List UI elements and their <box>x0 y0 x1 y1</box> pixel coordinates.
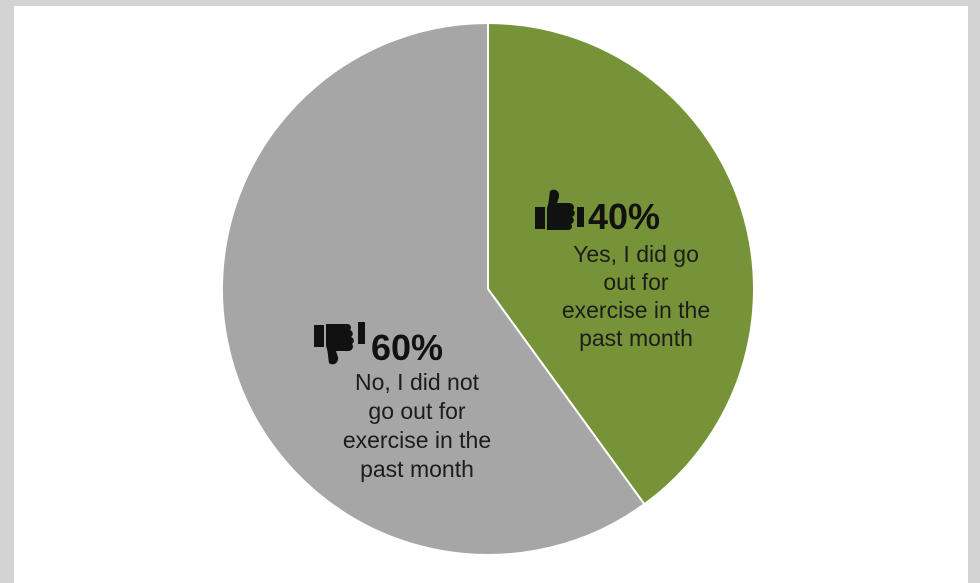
chart-panel: 40% Yes, I did go out for exercise in th… <box>14 6 968 583</box>
no-slice-label-line: past month <box>360 456 474 482</box>
no-slice-label-line: No, I did not <box>355 369 480 395</box>
yes-slice-label-line: out for <box>603 269 669 295</box>
no-label-group: 60% No, I did not go out for exercise in… <box>314 322 491 482</box>
thumbs-up-icon <box>535 189 584 230</box>
pie-slices <box>221 21 755 556</box>
no-percent-label: 60% <box>371 327 443 368</box>
pie-slice-yes <box>487 21 755 506</box>
no-slice-label-line: exercise in the <box>343 427 491 453</box>
yes-percent-label: 40% <box>588 196 660 237</box>
thumbs-down-icon <box>314 322 365 365</box>
yes-slice-label-line: past month <box>579 325 693 351</box>
yes-label-group: 40% Yes, I did go out for exercise in th… <box>535 189 710 351</box>
pie-chart: 40% Yes, I did go out for exercise in th… <box>221 21 755 556</box>
no-slice-label-line: go out for <box>368 398 466 424</box>
yes-slice-label-line: Yes, I did go <box>573 241 699 267</box>
pie-slice-no <box>221 21 646 556</box>
yes-slice-label-line: exercise in the <box>562 297 710 323</box>
